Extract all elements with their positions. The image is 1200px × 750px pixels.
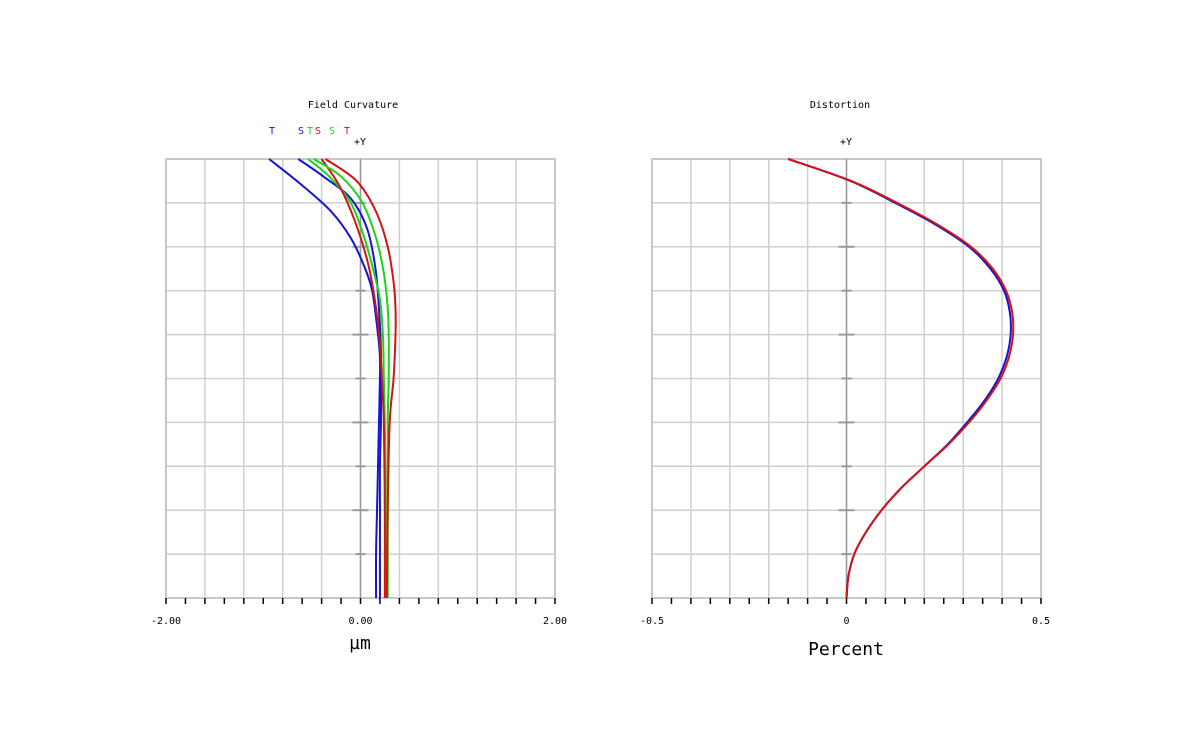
distortion-x-tick-label: 0 xyxy=(843,616,849,627)
legend-entry-1: T xyxy=(269,126,275,137)
legend-entry-4: S xyxy=(315,126,321,137)
field-curvature-x-tick-label: 2.00 xyxy=(543,616,567,627)
distortion-title: Distortion xyxy=(810,100,870,111)
distortion-panel: Distortion +Y -0.5 0 0.5 Percent xyxy=(640,100,1050,660)
field-curvature-field-label: +Y xyxy=(354,137,366,148)
distortion-x-tick-label: 0.5 xyxy=(1032,616,1050,627)
distortion-field-label: +Y xyxy=(840,137,852,148)
legend-entry-2: S xyxy=(298,126,304,137)
field-curvature-x-tick-label: 0.00 xyxy=(348,616,372,627)
field-curvature-title: Field Curvature xyxy=(308,100,398,111)
legend-entry-3: T xyxy=(307,126,313,137)
distortion-x-tick-label: -0.5 xyxy=(640,616,664,627)
field-curvature-plot: -2.00 0.00 2.00 xyxy=(151,158,567,627)
field-curvature-xlabel: µm xyxy=(349,633,371,654)
distortion-plot: -0.5 0 0.5 xyxy=(640,158,1050,627)
legend-entry-6: T xyxy=(344,126,350,137)
distortion-xlabel: Percent xyxy=(808,639,884,660)
legend-entry-5: S xyxy=(329,126,335,137)
distortion-series-2-line xyxy=(787,158,1015,599)
field-curvature-series-6-line xyxy=(324,158,397,599)
field-curvature-series-4-line xyxy=(320,158,386,599)
field-curvature-x-tick-label: -2.00 xyxy=(151,616,181,627)
